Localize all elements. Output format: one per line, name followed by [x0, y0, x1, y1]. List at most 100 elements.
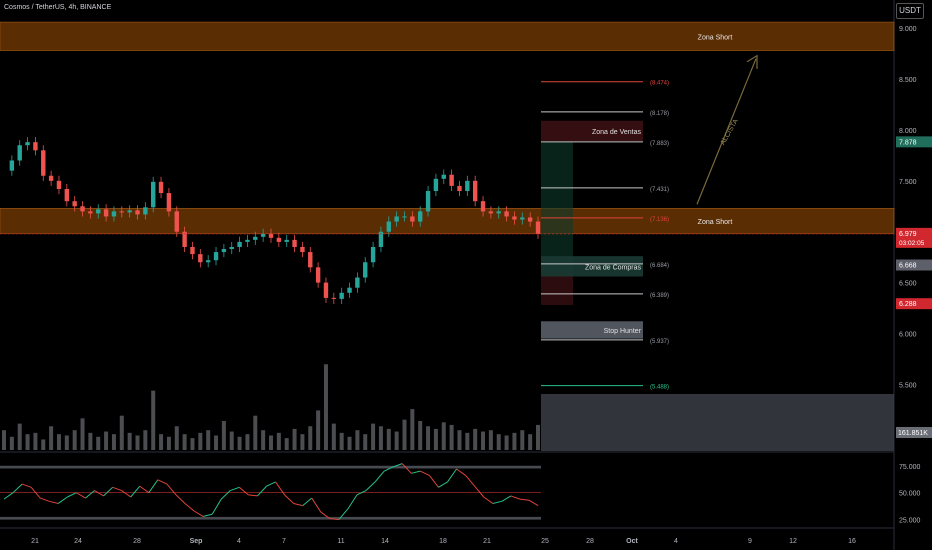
x-tick-label: 9	[748, 538, 752, 545]
currency-button[interactable]: USDT	[896, 3, 924, 19]
fib-level-label: (6.684)	[650, 263, 669, 269]
volume-badge	[896, 427, 932, 438]
rsi-segment	[175, 494, 186, 504]
candle-body	[198, 254, 203, 263]
candle-body	[394, 216, 399, 222]
price-tick-label: 5.500	[899, 382, 917, 389]
price-tick-label: 6.500	[899, 281, 917, 288]
rsi-band	[0, 465, 541, 469]
candle-body	[48, 175, 54, 181]
price-badge-label: 7.878	[899, 139, 917, 146]
volume-bar	[418, 420, 423, 450]
candle-body	[111, 211, 117, 217]
volume-bar	[269, 435, 273, 450]
candle-body	[229, 246, 234, 250]
volume-bar	[481, 431, 486, 450]
candle-body	[504, 211, 509, 217]
rsi-segment	[420, 470, 430, 476]
rsi-tick-label: 75.000	[899, 464, 921, 471]
rsi-segment	[139, 485, 150, 494]
candle-body	[41, 150, 46, 176]
candle-body	[488, 211, 494, 214]
rsi-segment	[383, 466, 394, 472]
candle-body	[182, 231, 187, 247]
rsi-segment	[184, 503, 195, 512]
rsi-segment	[157, 479, 168, 485]
volume-bar	[135, 435, 140, 450]
candle-body	[284, 239, 289, 242]
volume-bar	[88, 432, 93, 450]
rsi-segment	[103, 486, 113, 497]
candle-body	[292, 239, 297, 247]
rsi-segment	[266, 481, 276, 487]
rsi-segment	[456, 468, 466, 476]
volume-bar	[433, 428, 438, 450]
x-tick-label: 4	[674, 538, 678, 545]
candle-body	[143, 207, 148, 215]
rsi-segment	[203, 513, 213, 517]
labeled-box-text: Zona de Compras	[585, 264, 642, 271]
rsi-segment	[58, 496, 68, 504]
candle-body	[33, 142, 38, 151]
volume-bar	[56, 434, 61, 450]
fib-level-label: (8.178)	[650, 111, 669, 117]
rsi-segment	[501, 495, 512, 502]
rsi-segment	[428, 475, 439, 488]
volume-bar	[64, 435, 69, 450]
rsi-segment	[293, 502, 303, 507]
labeled-box	[541, 321, 643, 339]
rsi-segment	[112, 486, 122, 492]
rsi-segment	[21, 483, 32, 488]
candle-body	[347, 287, 352, 293]
rsi-segment	[474, 485, 485, 498]
candle-body	[119, 211, 124, 213]
volume-bar	[488, 430, 493, 450]
price-badge-label: 6.288	[899, 301, 917, 308]
price-badge	[896, 227, 932, 248]
zona-short-label: Zona Short	[698, 34, 733, 41]
volume-bar	[237, 436, 242, 450]
rsi-segment	[220, 490, 231, 500]
volume-bar	[198, 432, 203, 450]
candle-body	[190, 246, 195, 255]
candle-body	[245, 239, 250, 242]
x-tick-label: 4	[237, 538, 241, 545]
volume-badge-label: 161.851K	[898, 430, 928, 437]
candle-body	[457, 185, 462, 192]
volume-bar	[41, 439, 46, 450]
zona-short-label: Zona Short	[698, 219, 733, 226]
volume-bar	[276, 432, 281, 450]
price-tick-label: 9.000	[899, 26, 917, 33]
rsi-segment	[257, 485, 267, 497]
candle-body	[17, 145, 22, 161]
rsi-segment	[67, 492, 77, 498]
volume-bar	[206, 430, 211, 450]
trend-arrow-line	[696, 58, 757, 205]
trend-arrow-head	[746, 54, 758, 69]
rsi-segment	[40, 497, 50, 502]
candle-body	[56, 180, 62, 189]
volume-bar	[386, 428, 391, 450]
x-tick-label: 21	[483, 538, 491, 545]
candle-body	[103, 209, 109, 217]
rsi-segment	[85, 490, 95, 499]
volume-bar	[441, 422, 446, 450]
candle-body	[363, 262, 368, 278]
price-badge-label: 6.979	[899, 231, 917, 238]
candle-body	[527, 217, 533, 222]
candle-body	[151, 181, 156, 208]
volume-bar	[221, 420, 226, 450]
candle-body	[480, 201, 486, 212]
volume-bar	[339, 432, 344, 450]
symbol-title: Cosmos / TetherUS, 4h, BINANCE	[4, 4, 112, 11]
rsi-segment	[492, 500, 502, 504]
candle-body	[355, 277, 360, 288]
volume-bar	[371, 423, 376, 450]
fib-level-label: (7.883)	[650, 141, 669, 147]
rsi-segment	[311, 497, 322, 513]
zona-short-band	[0, 208, 895, 235]
volume-bar	[245, 434, 250, 450]
candle-body	[402, 216, 407, 218]
rsi-segment	[510, 495, 521, 500]
x-tick-label: 12	[789, 538, 797, 545]
